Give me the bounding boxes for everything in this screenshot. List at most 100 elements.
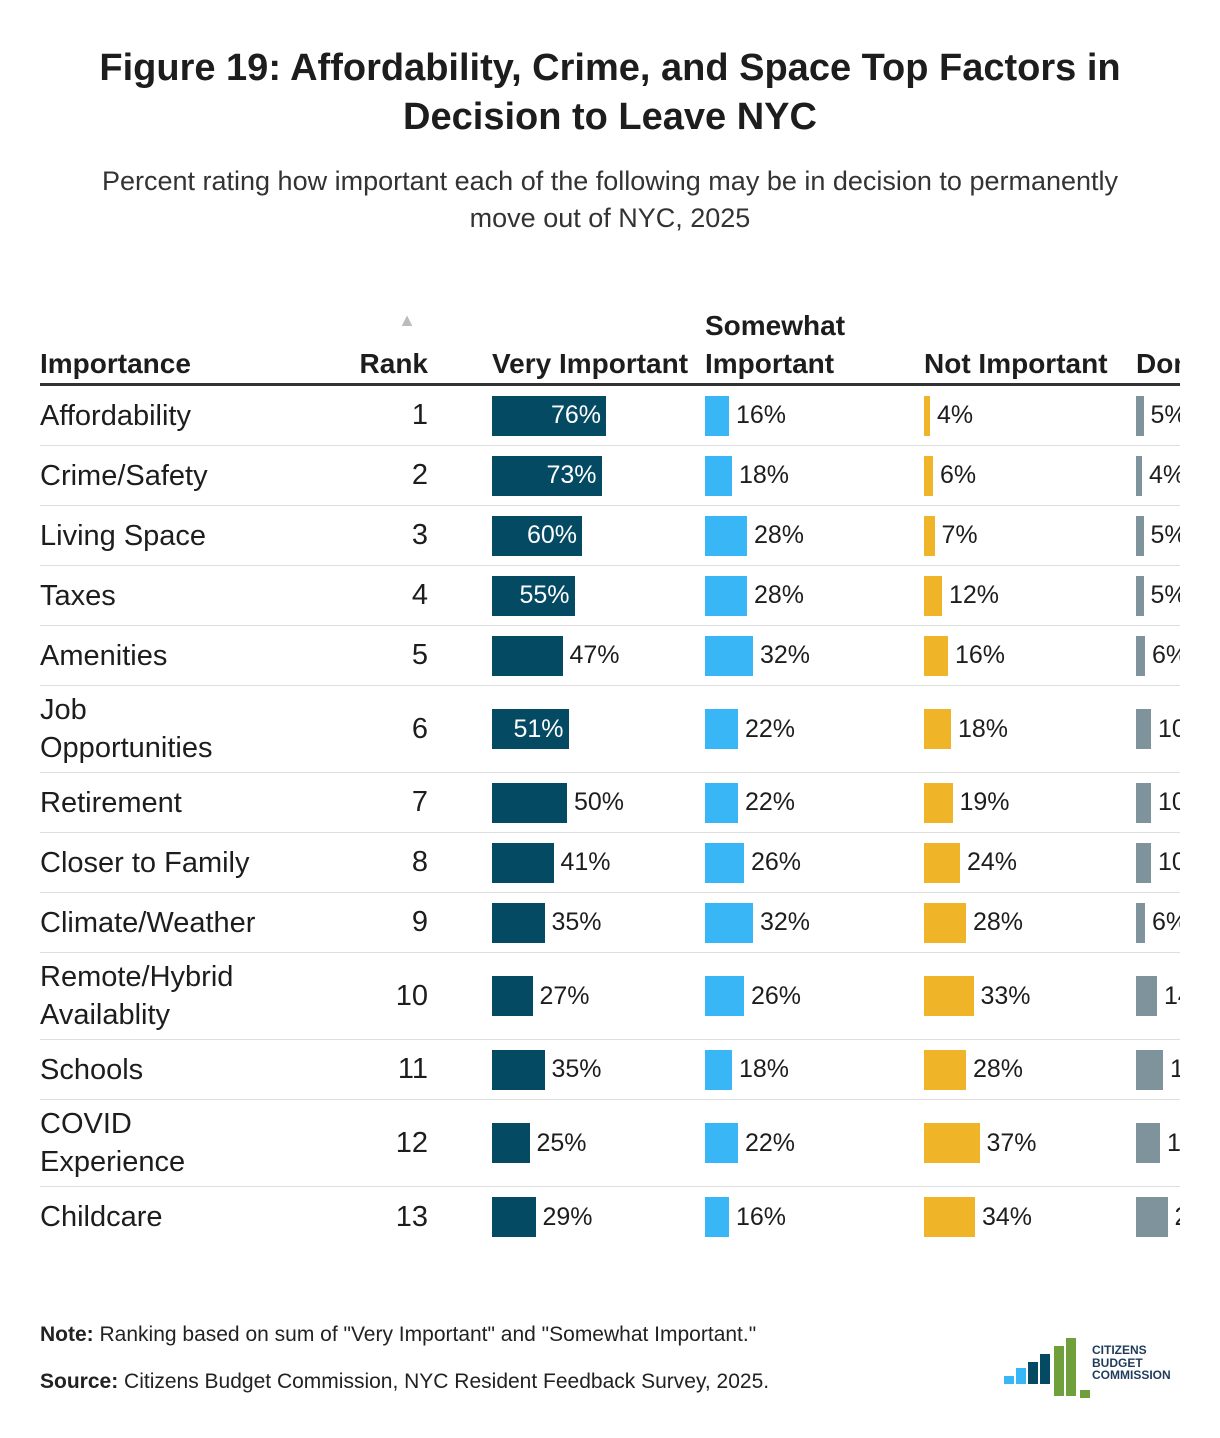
value-cell: 6% — [924, 455, 1136, 496]
value-label: 50% — [574, 788, 625, 816]
value-label: 28% — [754, 581, 805, 609]
value-cell: 18% — [924, 709, 1136, 749]
bar — [705, 395, 729, 436]
value-cell: 7% — [924, 515, 1136, 556]
row-name: Retirement — [40, 786, 182, 819]
rank: 9 — [411, 906, 428, 938]
row-name: Closer to Family — [40, 846, 250, 879]
row-name: Affordability — [40, 399, 191, 432]
name-cell: Living Space — [40, 512, 290, 560]
rank: 3 — [411, 519, 428, 551]
bar — [492, 976, 533, 1016]
value-label: 16% — [736, 1202, 787, 1231]
name-cell: Closer to Family — [40, 839, 290, 887]
value-label: 6% — [1152, 641, 1180, 669]
value-cell: 28% — [924, 1049, 1136, 1090]
rank: 11 — [397, 1053, 428, 1085]
bar — [924, 395, 930, 436]
table-row: Schools 11 35% 18% 28% 18% — [40, 1040, 1180, 1100]
value-label: 28% — [973, 908, 1024, 936]
title: Figure 19: Affordability, Crime, and Spa… — [99, 47, 1121, 138]
name-cell: Remote/Hybrid Availablity — [40, 953, 290, 1039]
value-label: 4% — [937, 401, 974, 429]
bar — [1136, 575, 1144, 616]
value-label: 18% — [739, 461, 790, 489]
row-name: Living Space — [40, 519, 207, 552]
name-cell: Schools — [40, 1046, 290, 1094]
value-cell: 50% — [492, 782, 705, 823]
table-row: Childcare 13 29% 16% 34% 21% — [40, 1187, 1180, 1247]
rank: 13 — [395, 1200, 428, 1233]
note: Note: Ranking based on sum of "Very Impo… — [40, 1323, 756, 1347]
table-row: Remote/Hybrid Availablity 10 27% 26% 33% 14% — [40, 953, 1180, 1040]
column-header[interactable]: ▲ Rank — [290, 310, 428, 383]
column-header: Somewhat Important — [705, 310, 846, 379]
value-label: 34% — [982, 1202, 1033, 1231]
value-label: 10% — [1158, 788, 1180, 816]
bar — [705, 709, 738, 749]
bar — [705, 842, 744, 883]
value-cell: 32% — [705, 902, 924, 943]
value-label: 35% — [551, 908, 602, 936]
value-cell: 28% — [924, 902, 1136, 943]
value-cell: 16% — [1136, 1123, 1180, 1163]
name-cell: Crime/Safety — [40, 452, 290, 500]
value-label: 60% — [526, 521, 577, 549]
value-cell: 12% — [924, 575, 1136, 616]
value-cell: 35% — [492, 1049, 705, 1090]
value-label: 10% — [1158, 714, 1180, 743]
value-cell: 55% — [492, 575, 705, 616]
bar: 76% — [492, 395, 606, 436]
bar — [924, 455, 933, 496]
bar: 73% — [492, 455, 602, 496]
logo: CITIZENS BUDGET COMMISSION — [1004, 1336, 1184, 1402]
value-cell: 18% — [705, 455, 924, 496]
table-header: Importance ▲ Rank Very Important Somewhat… — [40, 294, 1180, 386]
value-cell: 5% — [1136, 395, 1181, 436]
value-label: 7% — [941, 521, 978, 549]
sort-icon: ▲ — [398, 310, 416, 330]
bar — [1136, 782, 1151, 823]
value-label: 47% — [569, 641, 620, 669]
bar — [705, 976, 744, 1016]
source: Source: Citizens Budget Commission, NYC … — [40, 1370, 769, 1394]
bar: 51% — [492, 709, 569, 749]
bar — [492, 902, 545, 943]
value-label: 28% — [754, 521, 805, 549]
value-label: 6% — [1152, 908, 1180, 936]
table: Importance ▲ Rank Very Important Somewhat… — [40, 294, 1180, 1247]
value-cell: 37% — [924, 1123, 1136, 1163]
value-label: 22% — [745, 1128, 796, 1157]
value-cell: 4% — [1136, 455, 1180, 496]
column-header: Not Important — [924, 348, 1108, 379]
rank: 8 — [411, 846, 428, 878]
value-label: 28% — [973, 1055, 1024, 1083]
value-label: 5% — [1150, 401, 1181, 429]
bar — [1136, 1123, 1160, 1163]
bar — [492, 1197, 536, 1237]
bar — [705, 1123, 738, 1163]
value-cell: 10% — [1136, 842, 1180, 883]
value-label: 55% — [519, 581, 570, 609]
value-cell: 28% — [705, 515, 924, 556]
value-cell: 26% — [705, 842, 924, 883]
bar: 60% — [492, 515, 582, 556]
column-header-text: Rank — [359, 348, 428, 379]
value-label: 18% — [1170, 1055, 1180, 1083]
bar — [924, 709, 951, 749]
rank: 1 — [411, 399, 428, 431]
row-name: Climate/Weather — [40, 906, 256, 939]
rank: 12 — [395, 1126, 428, 1159]
note-label: Note: — [40, 1323, 94, 1346]
table-row: Amenities 5 47% 32% 16% 6% — [40, 626, 1180, 686]
table-row: Crime/Safety 2 73% 18% 6% 4% — [40, 446, 1180, 506]
row-name: Crime/Safety — [40, 459, 208, 492]
value-cell: 5% — [1136, 575, 1180, 616]
table-row: Climate/Weather 9 35% 32% 28% 6% — [40, 893, 1180, 953]
table-row: Living Space 3 60% 28% 7% 5% — [40, 506, 1180, 566]
bar — [1136, 395, 1144, 436]
value-label: 33% — [980, 981, 1031, 1010]
logo-mark — [1004, 1338, 1090, 1398]
value-label: 26% — [751, 848, 802, 876]
